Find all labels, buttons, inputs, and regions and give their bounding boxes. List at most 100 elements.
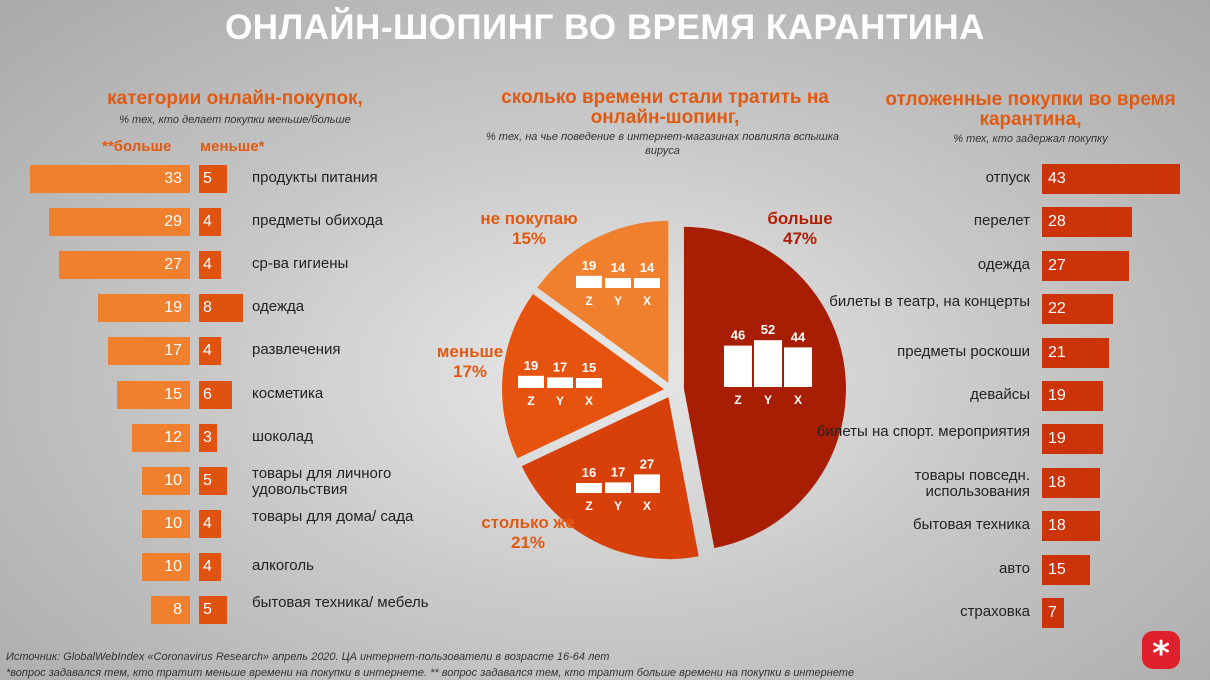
generation-bar [605,482,631,493]
bar-more: 10 [141,509,190,538]
generation-bar [518,375,544,388]
generation-label: Y [614,294,622,308]
delayed-category-label: одежда [977,255,1030,273]
generation-value: 14 [640,260,655,275]
bar-less: 4 [199,251,221,280]
pie-chart-subtitle: % тех, на чье поведение в интернет-магаз… [485,131,840,157]
bar-less: 4 [199,337,221,366]
delayed-bar: 21 [1042,337,1110,368]
delayed-category-label: девайсы [970,386,1030,403]
category-label: шоколад [252,427,313,445]
category-label: одежда [252,298,305,316]
generation-bar [634,474,660,493]
generation-label: Y [764,393,772,407]
slice-label: столько же [481,513,574,532]
generation-label: X [643,294,651,308]
category-label: алкоголь [252,556,314,574]
generation-value: 15 [582,360,596,375]
brand-logo-icon: * [1142,631,1180,674]
bar-more: 29 [49,208,190,237]
generation-label: Y [556,394,564,408]
pie-slice [537,220,669,383]
delayed-bar: 19 [1042,381,1103,411]
bar-less: 4 [199,509,221,538]
bar-less: 5 [199,466,227,495]
generation-bar [576,483,602,493]
pie-slice [683,226,846,549]
bar-less: 5 [199,165,227,193]
delayed-category-label: отпуск [985,169,1030,186]
generation-bar [605,278,631,288]
delayed-category-label: товары повседн. использования [914,466,1030,500]
category-label: развлечения [252,341,341,359]
bar-more: 19 [97,294,190,323]
slice-pct: 17% [453,362,487,381]
generation-value: 17 [611,464,625,479]
generation-value: 14 [611,260,626,275]
category-label: ср-ва гигиены [252,255,349,273]
generation-value: 46 [731,328,745,343]
category-label: предметы обихода [252,212,383,230]
footer-note: *вопрос задавался тем, кто тратит меньше… [6,667,855,679]
bar-more: 10 [141,552,190,581]
generation-value: 16 [582,465,596,480]
delayed-bar: 18 [1042,467,1100,498]
slice-label: больше [767,209,832,228]
generation-value: 52 [761,322,775,337]
slice-label: не покупаю [480,209,577,228]
slice-pct: 15% [512,229,546,248]
generation-bar [576,378,602,388]
generation-label: Z [585,499,592,513]
generation-label: Y [614,499,622,513]
page-title: ОНЛАЙН-ШОПИНГ ВО ВРЕМЯ КАРАНТИНА [225,8,985,47]
delayed-category-label: авто [998,559,1030,577]
footer-source: Источник: GlobalWebIndex «Coronavirus Re… [6,651,610,663]
delayed-category-label: билеты на спорт. мероприятия [816,423,1030,441]
category-label: косметика [252,384,324,402]
generation-label: X [585,394,593,408]
bar-less: 4 [199,552,221,581]
generation-bar [634,278,660,288]
bar-more: 8 [151,596,190,624]
bar-more: 15 [117,380,190,409]
pie-slice [521,397,699,560]
right-chart-title: отложенные покупки во время карантина, [885,89,1176,130]
generation-label: X [643,499,651,513]
delayed-bar: 22 [1042,294,1113,325]
delayed-category-label: перелет [973,212,1030,230]
bar-less: 5 [199,596,227,624]
slice-pct: 21% [511,533,545,552]
slice-label: меньше [437,342,503,361]
generation-value: 44 [791,329,806,344]
generation-value: 27 [640,456,654,471]
generation-label: Z [585,294,592,308]
left-chart-subtitle: % тех, кто делает покупки меньше/больше [119,114,351,126]
category-label: продукты питания [252,169,378,186]
generation-bar [576,275,602,288]
delayed-bar: 18 [1042,511,1100,542]
category-label: товары для дома/ сада [252,507,414,525]
bar-less: 4 [199,208,221,237]
bar-less: 3 [199,423,217,452]
delayed-bar: 43 [1042,164,1180,194]
bar-more: 10 [141,466,190,495]
delayed-category-label: бытовая техника [913,516,1030,534]
bar-more: 27 [59,251,190,280]
generation-value: 19 [524,358,538,373]
bar-less: 8 [199,294,243,323]
delayed-category-label: предметы роскоши [897,342,1030,360]
generation-value: 17 [553,359,567,374]
pie-slice [502,294,665,459]
slice-pct: 47% [783,229,817,248]
legend-more: **больше [102,138,172,155]
generation-bar [784,347,812,387]
delayed-category-label: страховка [960,603,1030,620]
right-chart-subtitle: % тех, кто задержал покупку [953,133,1108,145]
delayed-bar: 27 [1042,250,1129,281]
generation-bar [754,340,782,387]
bar-less: 6 [199,380,232,409]
delayed-bar: 15 [1042,554,1091,585]
category-label: товары для личного удовольствия [252,464,392,498]
generation-label: Z [527,394,534,408]
bar-more: 12 [131,423,190,452]
